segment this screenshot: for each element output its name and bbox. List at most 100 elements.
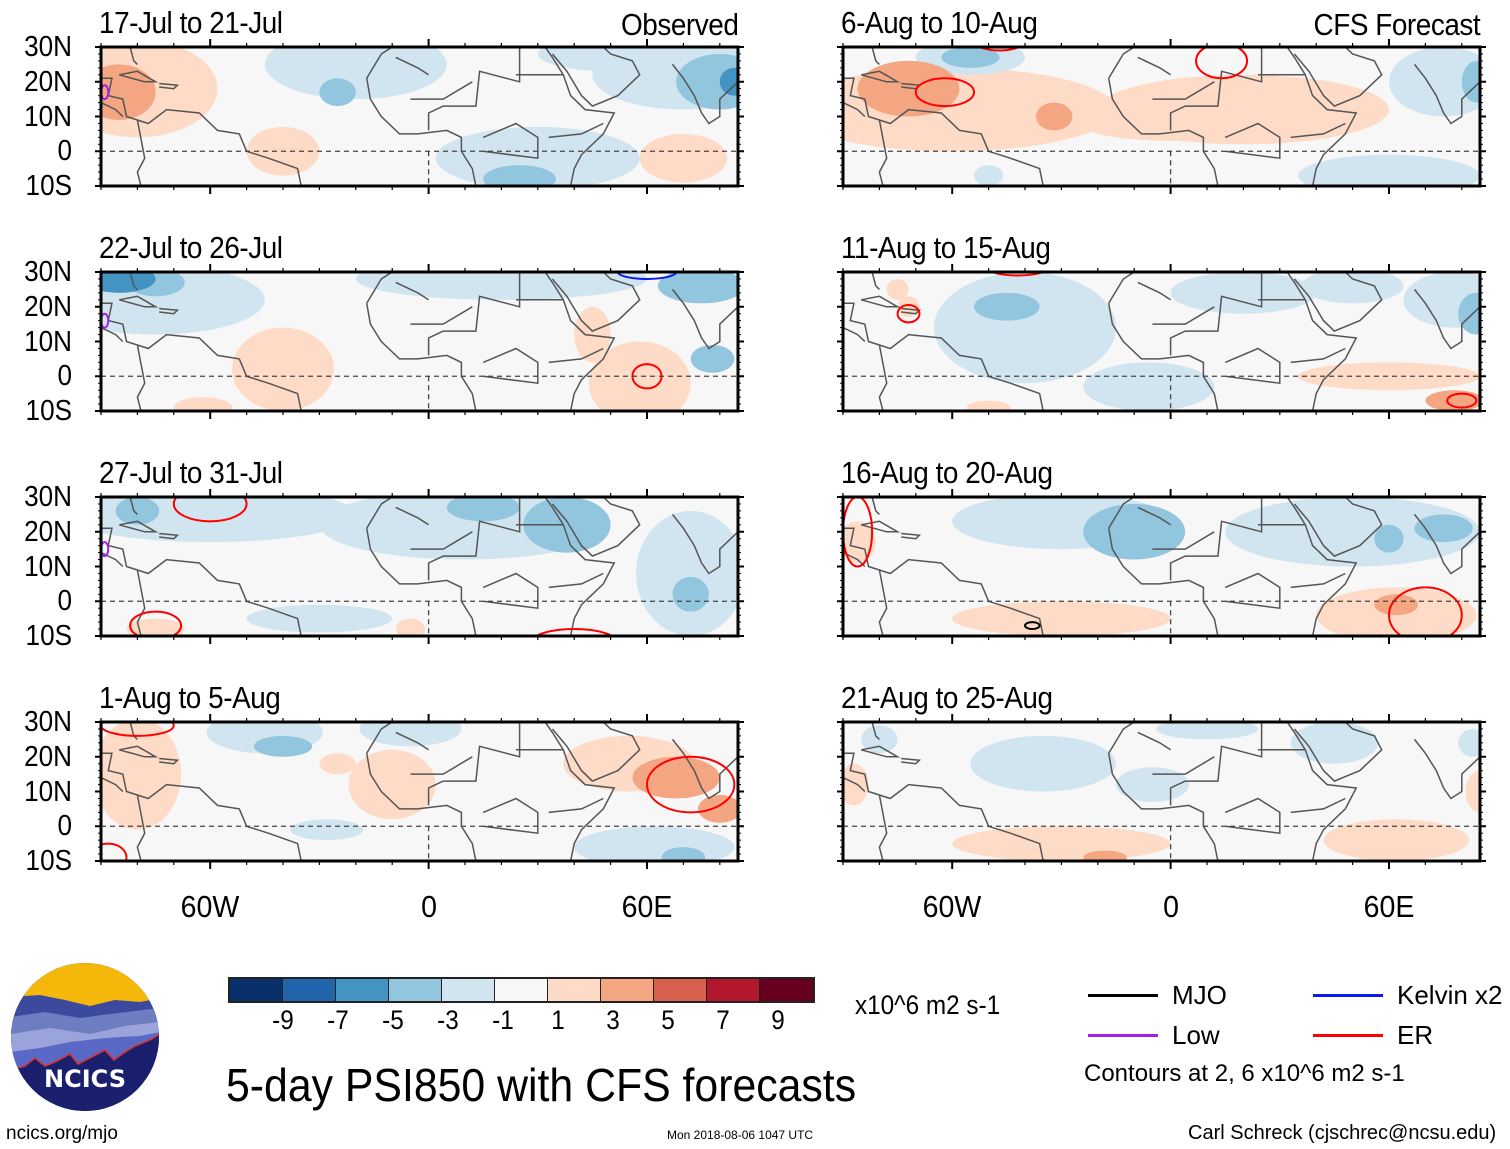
lat-tick-label: 30N: [24, 256, 72, 288]
wave-contour: [646, 755, 736, 814]
map-plot: [95, 714, 744, 869]
wave-contour: [101, 722, 175, 737]
lat-tick-label: 20N: [24, 515, 72, 548]
panel-period: 27-Jul to 31-Jul: [99, 455, 283, 490]
wave-contour: [1195, 47, 1249, 80]
colorbar-tick-label: -9: [272, 1005, 294, 1035]
coastline: [129, 497, 138, 515]
coastline: [137, 333, 302, 411]
anomaly-shade: [697, 794, 738, 823]
coastline: [482, 122, 539, 160]
colorbar-swatch: [601, 979, 654, 1001]
legend-item-mjo: MJO: [1088, 980, 1227, 1011]
anomaly-shade: [101, 272, 156, 293]
anomaly-shade: [483, 165, 556, 186]
wave-contour: [1024, 621, 1041, 631]
anomaly-shade: [264, 47, 447, 100]
ncics-logo[interactable]: NCICS: [10, 962, 160, 1112]
anomaly-shade: [1458, 292, 1480, 335]
colorbar-swatch: [495, 979, 548, 1001]
coastline: [137, 558, 302, 636]
coastline: [1137, 281, 1172, 301]
lat-tick-label: 20N: [24, 740, 72, 773]
anomaly-shade: [173, 397, 233, 411]
coastline: [1413, 738, 1480, 800]
coastline: [136, 119, 146, 186]
coastline: [843, 302, 880, 346]
colorbar-tick-label: 7: [716, 1005, 730, 1035]
coastline: [1413, 288, 1480, 350]
map-plot: [837, 264, 1486, 419]
anomaly-shade: [574, 306, 611, 363]
lon-tick-label: 60E: [1363, 889, 1415, 924]
wave-contour: [101, 541, 110, 558]
anomaly-shade: [395, 618, 425, 636]
wave-contour: [978, 47, 1021, 52]
coastline: [410, 756, 473, 775]
wave-contour: [172, 497, 248, 523]
coastline: [878, 569, 888, 636]
anomaly-shade: [1458, 728, 1480, 757]
timestamp: Mon 2018-08-06 1047 UTC: [667, 1128, 814, 1142]
colorbar-swatch: [336, 979, 389, 1001]
anomaly-shade: [1389, 47, 1480, 117]
coastline: [365, 528, 477, 636]
coastline: [878, 119, 888, 186]
anomaly-shade: [1414, 514, 1473, 543]
colorbar-tick-label: -1: [492, 1005, 514, 1035]
wave-contour: [914, 77, 976, 108]
anomaly-shade: [952, 826, 1171, 861]
colorbar-swatches: [228, 977, 815, 1003]
lat-tick-label: 10S: [25, 170, 72, 202]
coastline: [410, 306, 473, 325]
anomaly-shade: [941, 47, 1000, 68]
panel-period: 11-Aug to 15-Aug: [841, 230, 1051, 265]
coastline: [137, 108, 302, 186]
site-link[interactable]: ncics.org/mjo: [6, 1123, 118, 1144]
coastline: [671, 63, 738, 125]
anomaly-shade: [1298, 154, 1480, 186]
coastline: [1108, 272, 1135, 304]
anomaly-shade: [636, 510, 738, 636]
coastline: [410, 81, 473, 100]
lat-tick-label: 10S: [25, 395, 72, 427]
anomaly-shade: [115, 497, 160, 525]
coastline: [544, 47, 616, 186]
colorbar-tick-label: -3: [437, 1005, 459, 1035]
coastline: [119, 295, 159, 308]
coastline: [861, 520, 901, 533]
coastline: [1169, 722, 1263, 806]
coastline: [1152, 756, 1215, 775]
anomaly-shade: [359, 722, 462, 747]
anomaly-shade: [253, 735, 313, 757]
lat-tick-label: 30N: [24, 31, 72, 63]
coastline: [548, 122, 604, 139]
anomaly-shade: [446, 497, 520, 522]
wave-contour: [990, 272, 1046, 277]
coastline: [901, 532, 922, 540]
wave-contour: [616, 272, 678, 280]
coastline: [159, 532, 180, 540]
wave-contour: [101, 84, 110, 101]
coastline: [119, 520, 159, 533]
panel-period: 21-Aug to 25-Aug: [841, 680, 1053, 715]
coastline: [548, 797, 604, 814]
coastline: [1137, 56, 1172, 76]
colorbar-tick-label: 5: [661, 1005, 675, 1035]
figure-title: 5-day PSI850 with CFS forecasts: [226, 1059, 857, 1111]
coastline: [395, 281, 430, 301]
coastline: [159, 82, 180, 90]
coastline: [1293, 497, 1383, 557]
anomaly-shade: [523, 497, 611, 553]
coastline: [843, 527, 880, 571]
coastline: [427, 497, 521, 581]
coastline: [551, 47, 641, 107]
coastline: [101, 302, 138, 346]
anomaly-shade: [1465, 770, 1480, 813]
coastline: [1224, 797, 1281, 835]
coastline: [1293, 272, 1383, 332]
coastline: [544, 497, 616, 636]
coastline: [101, 776, 124, 793]
anomaly-shade: [1225, 497, 1480, 567]
anomaly-shade: [952, 601, 1171, 636]
